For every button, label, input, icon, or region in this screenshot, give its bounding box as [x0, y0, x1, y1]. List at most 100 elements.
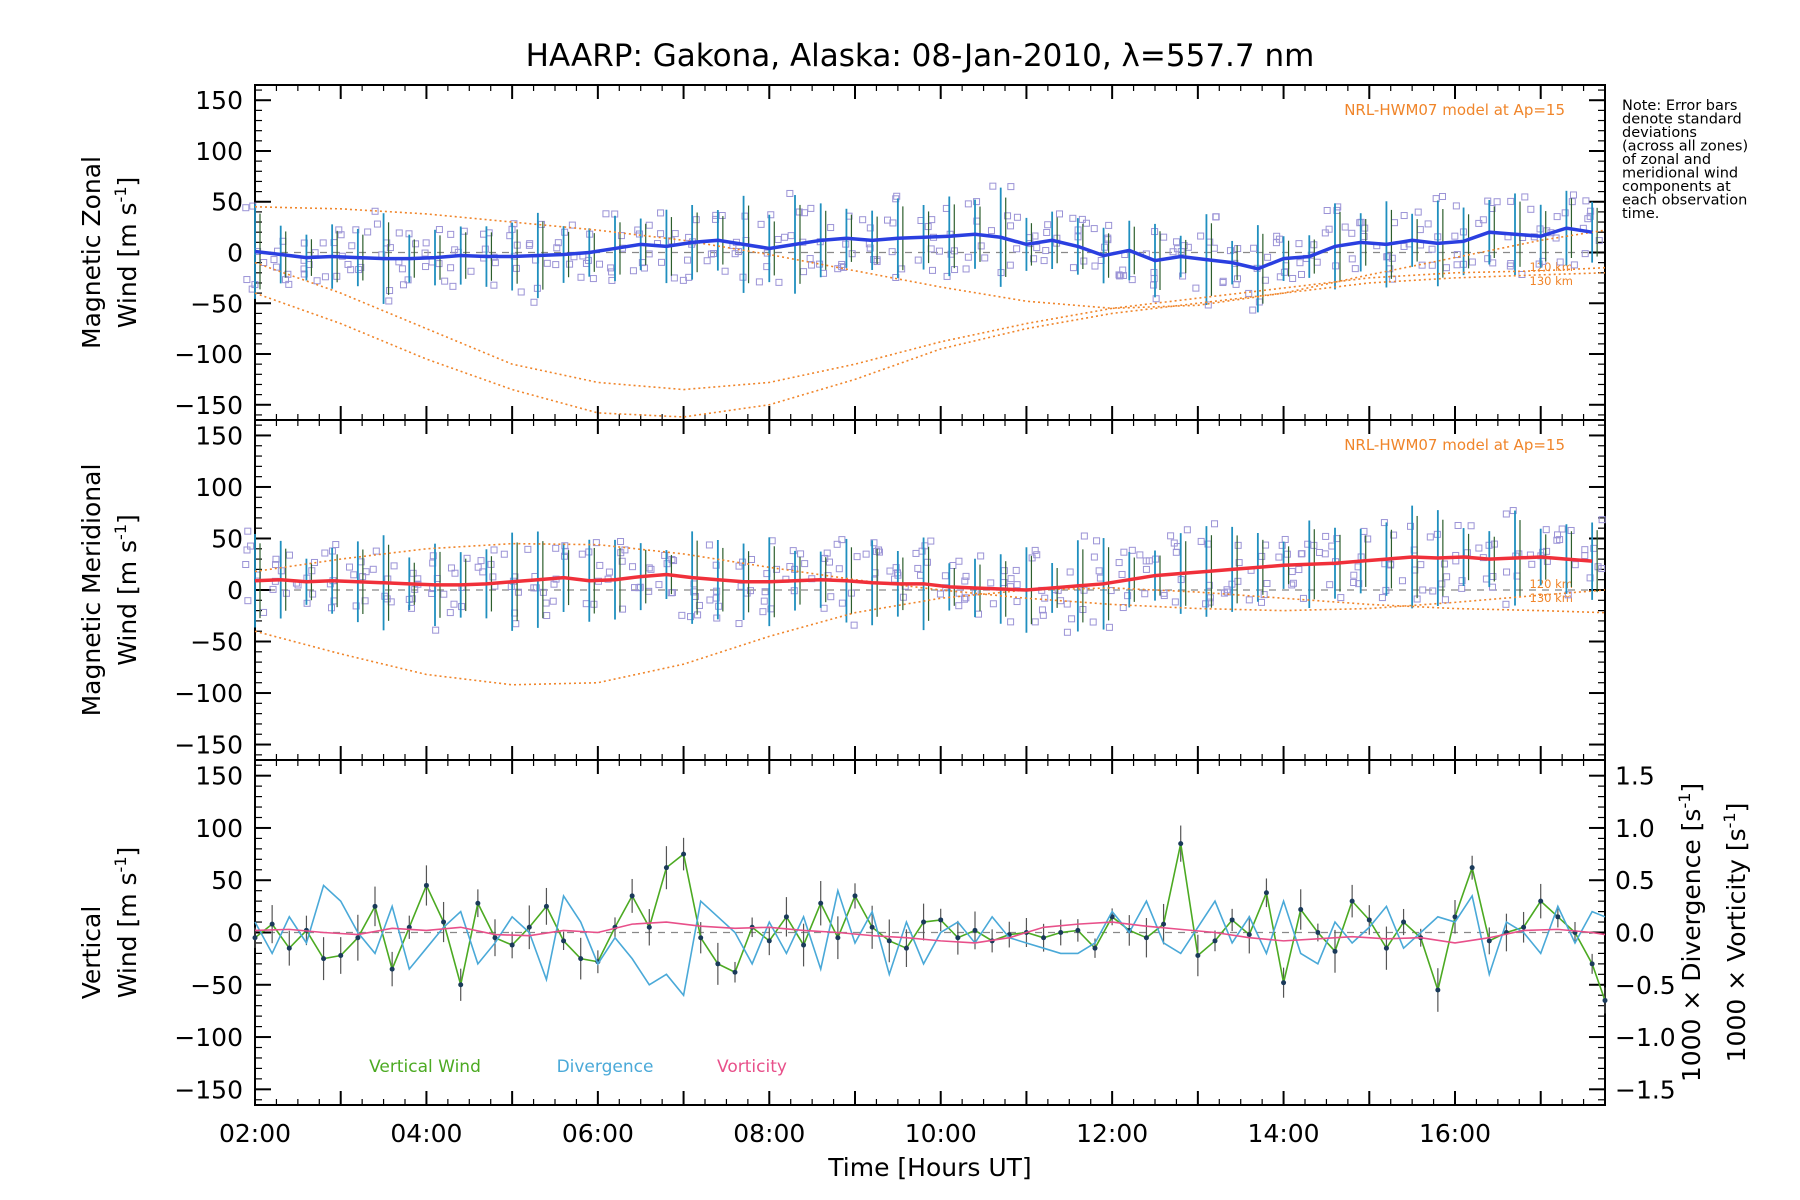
x-tick-label: 12:00 — [1076, 1119, 1148, 1148]
scatter-point — [1528, 560, 1536, 568]
scatter-point — [1558, 525, 1566, 533]
scatter-point — [767, 211, 775, 219]
scatter-point — [962, 594, 970, 602]
meridional-model-curve — [254, 587, 1606, 686]
scatter-point — [928, 266, 936, 274]
vertical-point — [1538, 898, 1544, 904]
y2-tick-label: 1.5 — [1615, 762, 1655, 791]
scatter-point — [618, 557, 626, 565]
scatter-point — [1521, 193, 1529, 201]
scatter-point — [786, 189, 794, 197]
scatter-point — [973, 198, 981, 206]
scatter-point — [888, 248, 896, 256]
scatter-point — [243, 546, 251, 554]
scatter-point — [1206, 594, 1214, 602]
scatter-point — [1105, 623, 1113, 631]
note-line: (across all zones) — [1622, 139, 1748, 155]
scatter-point — [1105, 221, 1113, 229]
note-line: of zonal and — [1622, 152, 1711, 168]
scatter-point — [1063, 600, 1071, 608]
vorticity-line — [254, 921, 1606, 944]
scatter-point — [1350, 579, 1358, 587]
y-tick-label: −150 — [174, 731, 243, 760]
scatter-point — [1458, 584, 1466, 592]
scatter-point — [710, 250, 718, 258]
scatter-point — [1561, 209, 1569, 217]
scatter-point — [668, 589, 676, 597]
scatter-point — [962, 265, 970, 273]
scatter-point — [862, 550, 870, 558]
scatter-point — [589, 275, 597, 283]
scatter-point — [1452, 202, 1460, 210]
vertical-point — [1195, 953, 1201, 958]
y-tick-label: −100 — [174, 340, 243, 369]
scatter-point — [964, 200, 972, 208]
scatter-point — [912, 549, 920, 557]
scatter-point — [596, 260, 604, 268]
scatter-point — [242, 204, 250, 212]
scatter-point — [657, 209, 665, 217]
scatter-point — [1080, 586, 1088, 594]
note-line: Note: Error bars — [1622, 98, 1737, 114]
scatter-point — [1171, 598, 1179, 606]
scatter-point — [361, 597, 369, 605]
scatter-point — [1030, 255, 1038, 263]
vertical-point — [783, 914, 789, 920]
scatter-point — [1348, 255, 1356, 263]
scatter-point — [760, 597, 768, 605]
scatter-point — [552, 261, 560, 269]
scatter-point — [1556, 536, 1564, 544]
scatter-point — [1095, 567, 1103, 575]
scatter-point — [703, 257, 711, 265]
scatter-point — [1056, 210, 1064, 218]
vertical-point — [818, 900, 824, 906]
vertical-ylabel-unit: Wind [m s-1] — [111, 847, 142, 999]
scatter-point — [658, 258, 666, 266]
scatter-point — [1043, 228, 1051, 236]
scatter-point — [1337, 594, 1345, 602]
scatter-point — [560, 552, 568, 560]
scatter-point — [373, 220, 381, 228]
vertical-point — [1435, 987, 1441, 993]
scatter-point — [712, 561, 720, 569]
scatter-point — [412, 240, 420, 248]
scatter-point — [827, 593, 835, 601]
scatter-point — [1299, 594, 1307, 602]
scatter-point — [1453, 261, 1461, 269]
scatter-point — [1119, 604, 1127, 612]
meridional-panel: −150 −100 −50 0 50 100 150 Magnetic Meridional W… — [77, 419, 1606, 761]
scatter-point — [1475, 219, 1483, 227]
scatter-point — [678, 611, 686, 619]
scatter-point — [1428, 261, 1436, 269]
scatter-point — [757, 220, 765, 228]
scatter-point — [270, 256, 278, 264]
scatter-point — [823, 549, 831, 557]
scatter-point — [1407, 522, 1415, 530]
scatter-point — [807, 204, 815, 212]
scatter-point — [364, 228, 372, 236]
scatter-point — [1152, 295, 1160, 303]
scatter-point — [1388, 254, 1396, 262]
scatter-point — [1101, 243, 1109, 251]
vertical-point — [372, 903, 378, 909]
vort-label-main: 1000 × Vorticity [s — [1722, 828, 1751, 1062]
scatter-point — [1443, 573, 1451, 581]
scatter-point — [889, 219, 897, 227]
scatter-point — [543, 612, 551, 620]
meridional-ylabel-unit: Wind [m s-1] — [111, 514, 142, 666]
scatter-point — [1172, 548, 1180, 556]
scatter-point — [272, 561, 280, 569]
unit-close: ] — [113, 847, 142, 857]
scatter-point — [398, 265, 406, 273]
scatter-point — [446, 609, 454, 617]
scatter-point — [467, 267, 475, 275]
scatter-point — [532, 584, 540, 592]
scatter-point — [635, 584, 643, 592]
scatter-point — [421, 249, 429, 257]
x-tick-label: 08:00 — [733, 1119, 805, 1148]
scatter-point — [310, 558, 318, 566]
scatter-point — [1179, 272, 1187, 280]
scatter-point — [500, 550, 508, 558]
scatter-point — [1503, 568, 1511, 576]
vertical-point — [1263, 890, 1269, 896]
